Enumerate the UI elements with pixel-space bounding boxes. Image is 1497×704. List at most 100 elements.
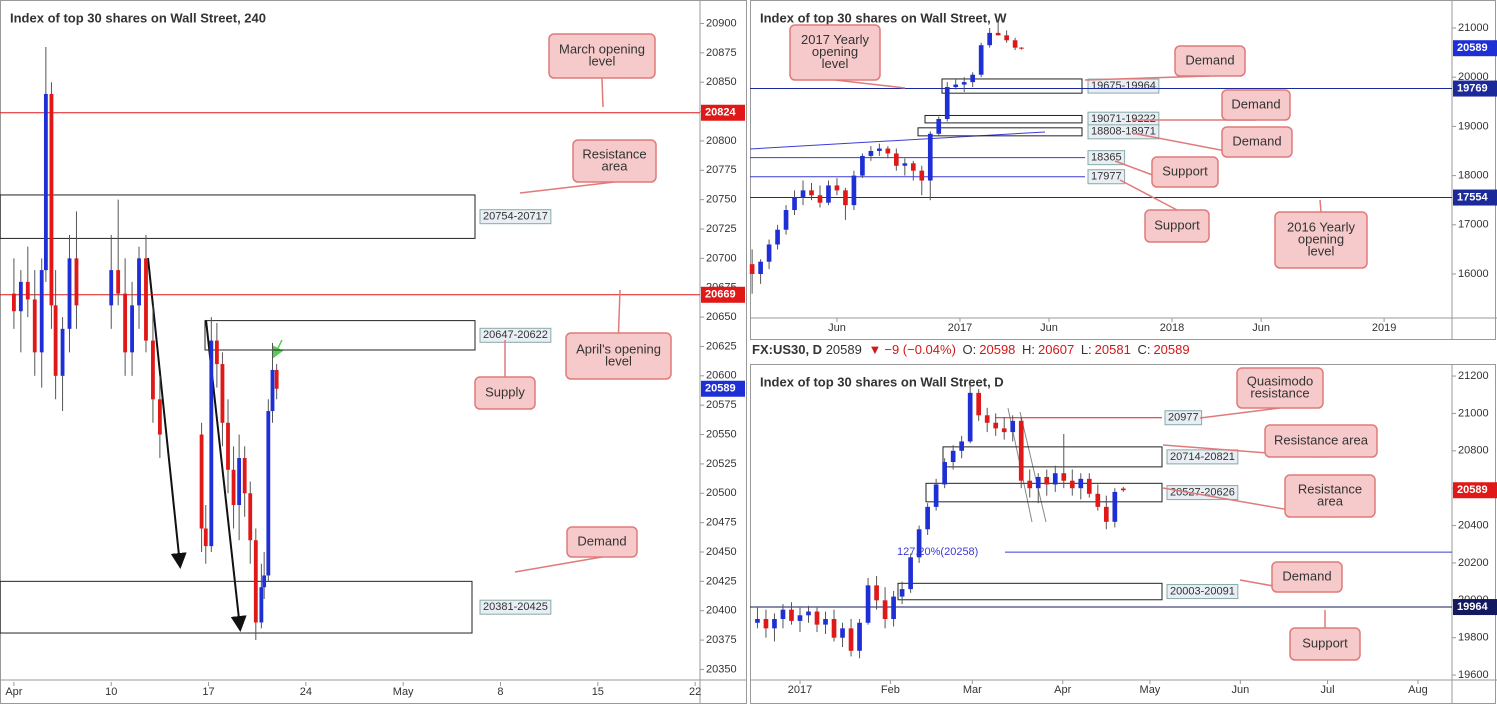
price-tag xyxy=(701,380,745,397)
candle-body xyxy=(758,261,763,275)
y-tick-label: 20875 xyxy=(706,47,737,59)
candle-body xyxy=(1061,473,1067,481)
down-icon: ▼ xyxy=(868,342,882,357)
candle-body xyxy=(970,74,976,83)
candle-body xyxy=(882,600,888,620)
x-tick-label: Aug xyxy=(1408,684,1428,696)
panel-frame xyxy=(750,0,1496,340)
ohlc-value: 20581 xyxy=(1094,342,1131,357)
candle-body xyxy=(840,628,845,638)
y-tick-label: 20575 xyxy=(706,399,737,411)
y-tick-label: 20900 xyxy=(706,17,737,29)
callout-text: Demand xyxy=(1282,568,1331,583)
x-tick-label: Jun xyxy=(1040,322,1058,334)
zone-label-text: 20527-20626 xyxy=(1170,486,1235,498)
callout-text: 2017 Yearly xyxy=(801,32,869,47)
callout-pointer xyxy=(519,181,615,194)
candle-body xyxy=(792,197,797,211)
x-tick-label: 22 xyxy=(689,686,701,698)
change: −9 (−0.04%) xyxy=(884,342,956,357)
candle-body xyxy=(984,415,990,423)
callout-box xyxy=(566,526,638,558)
zone-label-text: 20003-20091 xyxy=(1170,585,1235,597)
candle-body xyxy=(259,587,264,623)
x-tick-label: Apr xyxy=(5,686,22,698)
candle-body xyxy=(885,148,891,154)
x-tick-label: 2018 xyxy=(1160,322,1184,334)
candle-body xyxy=(851,175,857,206)
candle-body xyxy=(987,32,992,46)
candle-body xyxy=(967,392,973,442)
candle-body xyxy=(763,619,769,629)
fib-label: 127.20%(20258) xyxy=(897,546,978,558)
price-tag xyxy=(1453,40,1497,57)
y-tick-label: 20350 xyxy=(706,663,737,675)
callout-text: Resistance area xyxy=(1274,432,1369,447)
callout-pointer xyxy=(1199,407,1281,419)
zone-label-text: 20754-20717 xyxy=(483,211,548,223)
candle-body xyxy=(18,281,23,312)
candle-body xyxy=(817,195,823,203)
y-tick-label: 20550 xyxy=(706,428,737,440)
candle-body xyxy=(865,585,871,623)
zone xyxy=(924,114,1083,124)
candle-body xyxy=(826,185,831,203)
callout-pointer xyxy=(1119,179,1178,211)
price-tag xyxy=(701,104,745,121)
ohlc-label: H: xyxy=(1022,342,1036,357)
ohlc-label: C: xyxy=(1137,342,1151,357)
callout-text: Demand xyxy=(1232,133,1281,148)
candle-body xyxy=(976,392,982,416)
candle-body xyxy=(137,258,141,306)
candle-body xyxy=(253,540,258,623)
candle-body xyxy=(874,585,879,601)
y-tick-label: 20600 xyxy=(706,370,737,382)
zone-label-box xyxy=(479,209,552,225)
chart-title: Index of top 30 shares on Wall Street, 2… xyxy=(10,10,266,25)
callout-box xyxy=(1274,211,1368,269)
candle-body xyxy=(49,93,54,306)
candle-body xyxy=(927,133,933,181)
level-label-box xyxy=(1087,169,1126,185)
x-tick-label: 10 xyxy=(105,686,117,698)
zone xyxy=(897,582,1163,601)
candle-body xyxy=(877,148,882,151)
x-tick-label: 8 xyxy=(497,686,503,698)
zone-label: 20647-20622 xyxy=(479,327,552,343)
last-price: 20589 xyxy=(825,342,862,357)
zone-label: 20003-20091 xyxy=(1166,584,1239,600)
callout-box xyxy=(1144,209,1210,243)
callout-box xyxy=(1264,424,1378,458)
y-tick-label: 20525 xyxy=(706,458,737,470)
callout-text: Demand xyxy=(1185,52,1234,67)
candle-body xyxy=(1095,493,1101,507)
candle-body xyxy=(262,575,267,588)
candle-body xyxy=(933,484,939,507)
y-tick-label: 20500 xyxy=(706,487,737,499)
candle-body xyxy=(809,190,814,196)
x-tick-label: Jun xyxy=(1231,684,1249,696)
callout-text: level xyxy=(822,56,849,71)
callout-box xyxy=(1221,89,1291,121)
x-tick-label: Jul xyxy=(1321,684,1335,696)
candle-body xyxy=(978,45,984,75)
candle-body xyxy=(43,93,48,271)
zone-label: 19675-19964 xyxy=(1087,78,1160,94)
callout-text: resistance xyxy=(1250,385,1309,400)
y-tick-label: 20625 xyxy=(706,340,737,352)
y-tick-label: 20000 xyxy=(1458,71,1489,83)
zone xyxy=(0,194,476,239)
y-tick-label: 20400 xyxy=(706,605,737,617)
candle-body xyxy=(1112,491,1118,522)
candle-body xyxy=(942,462,947,485)
candle-body xyxy=(910,163,916,171)
candle-body xyxy=(67,258,72,329)
zone-label-text: 19675-19964 xyxy=(1091,80,1156,92)
candle-body xyxy=(242,458,247,494)
candle-body xyxy=(959,441,965,451)
callout-box xyxy=(565,332,672,380)
candle-body xyxy=(891,596,896,620)
candle-body xyxy=(231,469,236,506)
candle-body xyxy=(1069,480,1075,489)
candle-body xyxy=(848,628,854,651)
